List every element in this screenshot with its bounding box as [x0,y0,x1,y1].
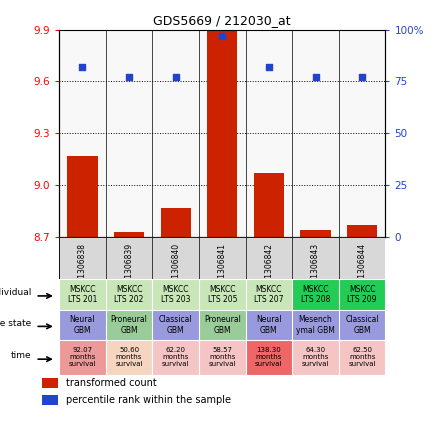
Text: disease state: disease state [0,319,32,328]
Text: MSKCC
LTS 207: MSKCC LTS 207 [254,285,284,304]
Bar [300,230,331,423]
Text: Proneural
GBM: Proneural GBM [111,315,148,335]
Point [79,63,86,70]
Text: MSKCC
LTS 202: MSKCC LTS 202 [114,285,144,304]
Text: 58.57
months
survival: 58.57 months survival [208,347,236,368]
Text: MSKCC
LTS 208: MSKCC LTS 208 [301,285,330,304]
Text: GSM1306842: GSM1306842 [265,243,273,294]
Text: GSM1306839: GSM1306839 [124,243,134,294]
Text: Neural
GBM: Neural GBM [256,315,282,335]
Text: Mesench
ymal GBM: Mesench ymal GBM [296,315,335,335]
Point [312,74,319,81]
Text: Neural
GBM: Neural GBM [70,315,95,335]
Text: percentile rank within the sample: percentile rank within the sample [66,395,231,405]
Bar [67,156,98,423]
Text: MSKCC
LTS 205: MSKCC LTS 205 [208,285,237,304]
Bar [42,378,58,388]
Text: 92.07
months
survival: 92.07 months survival [69,347,96,368]
Text: Classical
GBM: Classical GBM [159,315,192,335]
Point [265,63,272,70]
Bar [347,225,377,423]
Text: MSKCC
LTS 201: MSKCC LTS 201 [68,285,97,304]
Text: GSM1306844: GSM1306844 [358,243,367,294]
Bar [160,208,191,423]
Text: individual: individual [0,288,32,297]
Point [359,74,366,81]
Text: 64.30
months
survival: 64.30 months survival [302,347,329,368]
Text: GSM1306838: GSM1306838 [78,243,87,294]
Text: 62.50
months
survival: 62.50 months survival [348,347,376,368]
Text: Proneural
GBM: Proneural GBM [204,315,241,335]
Bar [42,395,58,405]
Title: GDS5669 / 212030_at: GDS5669 / 212030_at [153,14,291,27]
Text: GSM1306843: GSM1306843 [311,243,320,294]
Bar [59,237,385,279]
Text: 62.20
months
survival: 62.20 months survival [162,347,189,368]
Text: 138.30
months
survival: 138.30 months survival [255,347,283,368]
Text: GSM1306841: GSM1306841 [218,243,227,294]
Point [219,33,226,39]
Bar [254,173,284,423]
Text: Classical
GBM: Classical GBM [345,315,379,335]
Text: MSKCC
LTS 203: MSKCC LTS 203 [161,285,191,304]
Bar [207,30,237,423]
Text: MSKCC
LTS 209: MSKCC LTS 209 [347,285,377,304]
Point [172,74,179,81]
Text: 50.60
months
survival: 50.60 months survival [115,347,143,368]
Bar [114,232,144,423]
Text: transformed count: transformed count [66,378,157,388]
Text: GSM1306840: GSM1306840 [171,243,180,294]
Point [126,74,133,81]
Text: time: time [11,351,32,360]
